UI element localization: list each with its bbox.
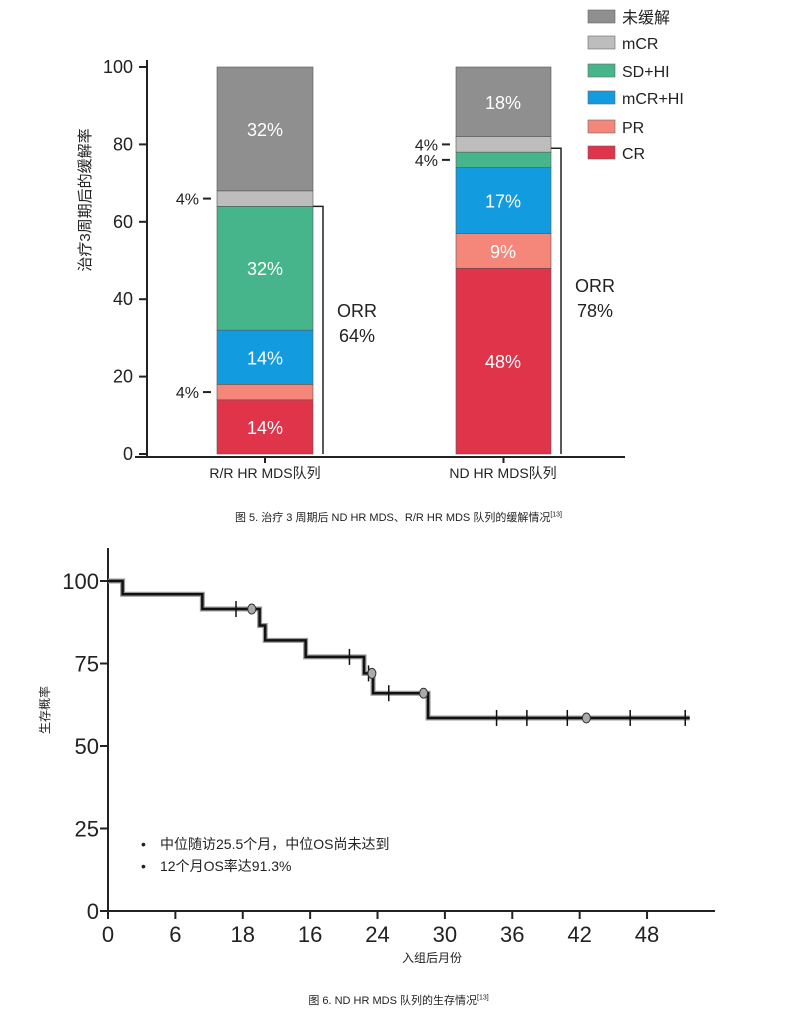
legend-label: CR [622,146,645,163]
legend-swatch [587,35,616,50]
legend-label: mCR [622,36,658,53]
y-tick-label: 75 [75,652,99,677]
y-tick-label: 40 [113,289,133,309]
data-label: 14% [247,418,283,438]
annotation-text: 12个月OS率达91.3% [160,858,292,874]
bar-segment-PR [455,233,552,269]
caption-text: 图 5. 治疗 3 周期后 ND HR MDS、R/R HR MDS 队列的缓解… [234,512,551,524]
legend-label: SD+HI [622,64,670,81]
y-tick-label: 100 [103,57,133,77]
x-tick-label: 36 [500,922,524,947]
y-tick-label: 80 [113,134,133,154]
data-label: 32% [247,259,283,279]
bar-segment-SD+HI [216,206,314,331]
caption-ref: [13] [550,511,563,519]
legend-swatch [587,145,616,160]
data-label: 4% [415,153,438,170]
bar-segment-mCR [216,190,314,207]
data-label: 17% [485,192,521,212]
data-label: 4% [415,137,438,154]
y-tick-label: 60 [113,212,133,232]
data-label: 18% [485,93,521,113]
x-tick-label: 0 [102,922,114,947]
bar-segment-CR [455,267,552,455]
response-rate-chart: 0 20 40 60 80 100 治疗3周期后的缓解率 R/R HR MDS队列 14% 4% 1… [77,9,684,481]
y-tick-label: 0 [87,899,99,924]
bar-segment-mCR+HI [216,329,314,385]
data-label: 9% [490,242,516,262]
legend-label: mCR+HI [622,91,684,108]
x-tick-label: 24 [365,922,389,947]
censor-circle [581,712,591,724]
figure-6-caption: 图 6. ND HR MDS 队列的生存情况[13] [0,992,797,1008]
censor-circle [367,667,377,679]
censor-circle [247,603,257,615]
x-tick-label: 48 [635,922,659,947]
bar-segment-mCR [455,136,552,153]
legend-swatch [587,119,616,134]
orr-bracket [313,205,324,454]
x-tick-label: 16 [298,922,322,947]
legend-label: PR [622,120,644,137]
y-axis-title: 治疗3周期后的缓解率 [77,128,94,271]
bar-segment-PR [216,384,314,401]
legend-swatch [587,9,616,24]
bar-segment-SD+HI [455,151,552,168]
x-tick-label: 30 [433,922,457,947]
x-tick-label: 42 [567,922,591,947]
censor-circle [419,687,429,699]
survival-curve [108,579,690,720]
orr-bracket [551,147,562,454]
x-tick-label: 18 [231,922,255,947]
y-axis-title: 生存概率 [37,686,52,734]
y-tick-label: 0 [123,444,133,464]
data-label: 4% [176,385,199,402]
annotation-text: 中位随访25.5个月，中位OS尚未达到 [160,836,389,852]
legend-swatch [587,63,616,78]
data-label: 4% [176,192,199,209]
bullet: • [141,858,146,874]
orr-value: 64% [339,326,375,346]
legend-label: 未缓解 [622,9,670,27]
orr-label: ORR [337,301,377,321]
figure-5-caption: 图 5. 治疗 3 周期后 ND HR MDS、R/R HR MDS 队列的缓解… [0,509,797,525]
category-label: R/R HR MDS队列 [209,465,320,481]
data-label: 48% [485,352,521,372]
data-label: 32% [247,120,283,140]
y-tick-label: 25 [75,817,99,842]
bar-segment-CR [216,399,314,455]
orr-label: ORR [575,276,615,296]
survival-curve-shadow [108,578,690,721]
y-tick-label: 50 [75,734,99,759]
y-tick-label: 20 [113,367,133,387]
caption-ref: [13] [477,994,489,1002]
y-tick-label: 100 [62,569,99,594]
data-label: 14% [247,348,283,368]
category-label: ND HR MDS队列 [449,465,556,481]
x-axis-title: 入组后月份 [402,951,462,965]
bullet: • [141,836,146,852]
caption-text: 图 6. ND HR MDS 队列的生存情况 [308,995,477,1007]
orr-value: 78% [577,301,613,321]
legend-swatch [587,90,616,105]
bar-segment-mCR+HI [455,167,552,234]
bar-segment-未缓解 [455,66,552,137]
x-tick-label: 6 [169,922,181,947]
bar-segment-未缓解 [216,66,314,192]
